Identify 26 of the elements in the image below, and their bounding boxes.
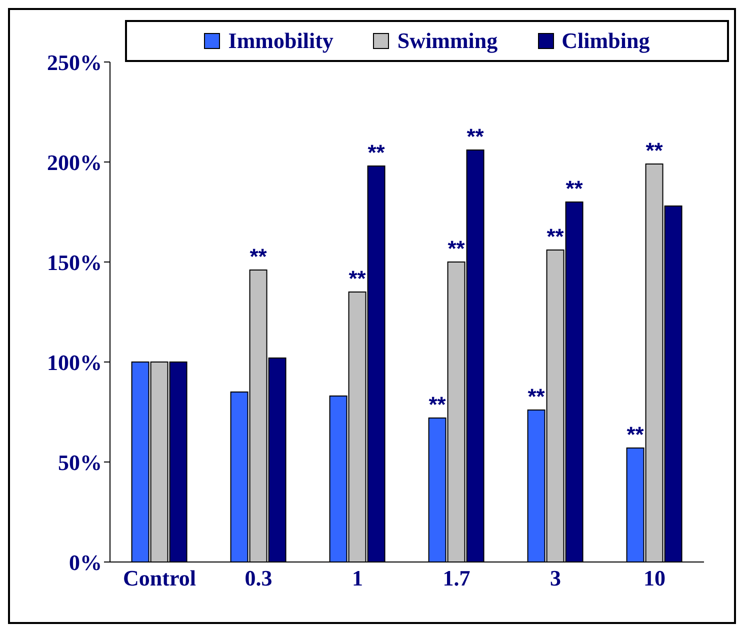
y-tick-label: 0% [69, 550, 102, 575]
data-label: ** [448, 236, 466, 261]
x-tick-label: 1.7 [442, 566, 470, 591]
legend-label: Climbing [562, 28, 650, 54]
data-label: ** [466, 124, 484, 149]
data-label: ** [250, 244, 268, 269]
x-tick-label: 10 [644, 566, 666, 591]
data-label: ** [546, 224, 564, 249]
x-tick-label: 1 [352, 566, 363, 591]
data-label: ** [626, 422, 644, 447]
data-label: ** [348, 266, 366, 291]
y-tick-label: 50% [58, 450, 102, 475]
data-label: ** [646, 138, 664, 163]
y-tick-label: 100% [47, 350, 102, 375]
y-tick-label: 200% [47, 150, 102, 175]
y-tick-label: 250% [47, 50, 102, 75]
data-label: ** [368, 140, 386, 165]
legend-label: Immobility [228, 28, 334, 54]
y-tick-label: 150% [47, 250, 102, 275]
data-label: ** [566, 176, 584, 201]
legend-label: Swimming [397, 28, 498, 54]
data-label: ** [528, 384, 546, 409]
data-label: ** [428, 392, 446, 417]
x-tick-label: Control [123, 566, 196, 591]
x-tick-label: 3 [550, 566, 561, 591]
x-tick-label: 0.3 [244, 566, 272, 591]
